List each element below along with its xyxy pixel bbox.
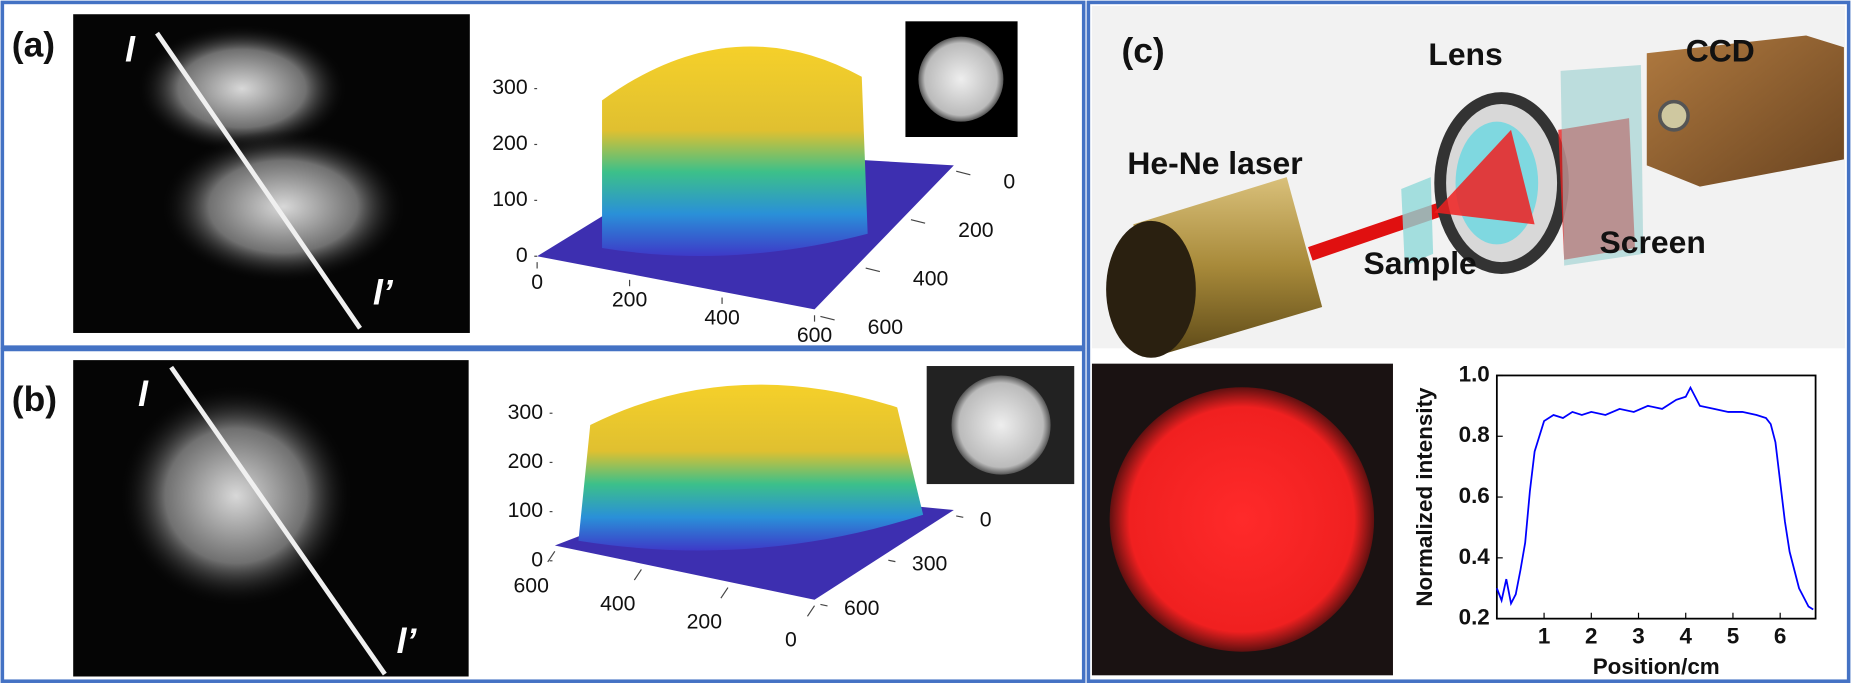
label: Sample [1363, 245, 1476, 281]
tick-label: 600 [797, 323, 832, 347]
line [1496, 385, 1814, 611]
x-tick-label: 4 [1679, 623, 1692, 648]
tick-mark [910, 219, 926, 224]
tick-label: 400 [704, 305, 739, 329]
tick-label: 600 [844, 596, 879, 620]
tick-label: 0 [516, 243, 528, 267]
tick-label: 300 [492, 75, 527, 99]
panel-b-frame [0, 347, 1086, 683]
inset-spot [951, 375, 1051, 475]
label: CCD [1686, 33, 1755, 69]
tick-mark [720, 587, 729, 599]
surface [578, 384, 924, 551]
tick-label: 200 [958, 218, 993, 242]
tick-label: 200 [508, 449, 543, 473]
line-label: l [125, 29, 136, 69]
tick-label: 0 [531, 270, 543, 294]
tick-mark [547, 551, 556, 563]
cut-line [169, 365, 387, 676]
label: Lens [1428, 36, 1502, 72]
panel-label: (c) [1121, 31, 1164, 71]
y-tick-label: 1.0 [1459, 361, 1490, 386]
lobe [159, 129, 408, 284]
tick-label: 200 [612, 288, 647, 312]
x-tick-label: 3 [1632, 623, 1644, 648]
line-label: l [138, 374, 149, 414]
tick-mark [865, 267, 880, 273]
tick-label: 300 [508, 400, 543, 424]
x-tick-label: 2 [1585, 623, 1597, 648]
ccd-lens [1657, 99, 1690, 132]
tick-label: 0 [531, 547, 543, 571]
tick-label: 400 [600, 591, 635, 615]
label: He-Ne laser [1127, 145, 1302, 181]
line-label: l’ [373, 273, 394, 313]
lobe [135, 23, 349, 154]
y-tick-label: 0.6 [1459, 483, 1490, 508]
tick-label: 300 [912, 552, 947, 576]
ccd [1646, 35, 1844, 187]
tick-label: 100 [508, 498, 543, 522]
tick-mark [806, 605, 816, 617]
plot-frame [1495, 374, 1817, 620]
tick-label: 100 [492, 187, 527, 211]
panel-a-frame [0, 0, 1086, 349]
tick-mark [633, 569, 642, 581]
red-spot [1109, 387, 1375, 652]
tick-label: 0 [980, 507, 992, 531]
y-axis-label: Normalized intensity [1412, 387, 1437, 607]
y-tick-label: 0.4 [1459, 544, 1491, 569]
screen [1560, 64, 1644, 266]
panel-label: (b) [12, 379, 57, 419]
beam-cone [1434, 129, 1535, 225]
x-tick-label: 1 [1538, 623, 1550, 648]
tick-mark [956, 515, 964, 518]
tick-label: 600 [868, 315, 903, 339]
panel-label: (a) [12, 25, 55, 65]
panel-c-frame [1086, 0, 1851, 683]
surface [602, 46, 868, 256]
tick-label: 200 [687, 610, 722, 634]
cut-line [155, 31, 362, 330]
label: Screen [1600, 224, 1706, 260]
tick-label: 400 [913, 266, 948, 290]
line-label: l’ [397, 621, 418, 661]
lobe [118, 383, 355, 609]
y-tick-label: 0.8 [1459, 422, 1490, 447]
tick-mark [820, 603, 828, 607]
tick-label: 600 [513, 573, 548, 597]
tick-label: 0 [785, 628, 797, 652]
sample [1401, 177, 1434, 266]
x-tick-label: 5 [1727, 623, 1739, 648]
inset-spot [918, 36, 1004, 122]
tick-mark [956, 170, 971, 176]
tick-label: 0 [1003, 170, 1015, 194]
tick-label: 200 [492, 131, 527, 155]
x-tick-label: 6 [1774, 623, 1786, 648]
tick-mark [888, 559, 896, 563]
tick-mark [820, 315, 835, 321]
x-axis-label: Position/cm [1593, 654, 1720, 679]
laser-face [1106, 220, 1196, 358]
y-tick-label: 0.2 [1459, 605, 1490, 630]
